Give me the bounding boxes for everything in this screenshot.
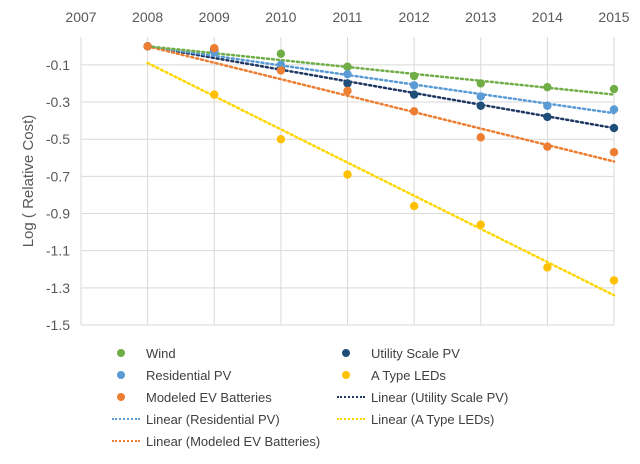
legend-marker-dotted-line — [112, 412, 142, 426]
x-tick-label: 2007 — [65, 9, 96, 25]
data-point — [409, 107, 419, 116]
data-point — [409, 201, 419, 211]
legend-label: Linear (A Type LEDs) — [371, 411, 495, 427]
y-tick-label: -0.7 — [46, 168, 70, 184]
data-point — [543, 263, 552, 272]
y-tick-label: -1.3 — [46, 280, 70, 296]
trendline — [146, 45, 616, 130]
y-tick-labels: -0.1 -0.3 -0.5 -0.7 -0.9 -1.1 -1.3 -1.5 — [46, 57, 70, 333]
legend-item: Linear (Modeled EV Batteries) — [112, 430, 320, 452]
x-tick-label: 2015 — [598, 9, 629, 25]
legend-label: Modeled EV Batteries — [146, 389, 272, 405]
data-point — [609, 105, 619, 114]
legend-item: Linear (A Type LEDs) — [337, 408, 494, 430]
data-point — [476, 133, 485, 142]
legend-item: Wind — [112, 342, 176, 364]
legend-label: Linear (Modeled EV Batteries) — [146, 433, 321, 449]
data-point — [476, 79, 485, 88]
data-point — [276, 66, 286, 75]
data-point — [476, 92, 485, 101]
x-tick-label: 2008 — [132, 9, 163, 25]
legend-item: Modeled EV Batteries — [112, 386, 272, 408]
legend-item: Linear (Utility Scale PV) — [337, 386, 508, 408]
data-point — [543, 82, 552, 92]
scatter-chart: 2007 2008 2009 2010 2011 2012 2013 2014 2015 -0.… — [20, 9, 630, 333]
data-point — [609, 84, 619, 94]
x-tick-label: 2010 — [265, 9, 296, 25]
legend-label: Residential PV — [146, 367, 232, 383]
data-point — [343, 79, 352, 88]
data-point — [343, 62, 352, 71]
y-tick-label: -0.1 — [46, 57, 70, 73]
data-point — [276, 134, 286, 144]
data-point — [276, 49, 286, 58]
data-point — [343, 86, 352, 96]
data-points — [143, 42, 619, 285]
legend-item: Linear (Residential PV) — [112, 408, 280, 430]
data-point — [543, 142, 552, 151]
legend-item: Residential PV — [112, 364, 231, 386]
data-point — [609, 276, 619, 285]
legend-marker-dot — [337, 346, 367, 360]
data-point — [409, 81, 419, 90]
legend-item: Utility Scale PV — [337, 342, 460, 364]
legend-label: Utility Scale PV — [371, 345, 460, 361]
x-tick-label: 2012 — [399, 9, 430, 25]
data-point — [210, 90, 219, 99]
y-tick-label: -0.9 — [46, 206, 70, 222]
data-point — [476, 220, 485, 229]
y-tick-label: -1.1 — [46, 243, 70, 259]
trendline — [146, 45, 616, 163]
data-point — [543, 112, 552, 122]
x-tick-label: 2011 — [332, 9, 362, 25]
trendline — [146, 45, 616, 96]
legend: Wind Utility Scale PV Residential PV A Type… — [112, 342, 632, 462]
y-tick-label: -1.5 — [46, 317, 70, 333]
legend-label: Wind — [146, 345, 176, 361]
legend-item: A Type LEDs — [337, 364, 446, 386]
legend-label: A Type LEDs — [371, 367, 446, 383]
data-point — [343, 170, 352, 179]
legend-marker-dot — [112, 346, 142, 360]
legend-marker-dotted-line — [337, 412, 367, 426]
trendline — [146, 61, 616, 297]
data-point — [409, 71, 419, 81]
data-point — [143, 42, 152, 51]
legend-marker-dot — [112, 368, 142, 382]
legend-label: Linear (Residential PV) — [146, 411, 280, 427]
legend-marker-dot — [337, 368, 367, 382]
trendline — [146, 45, 616, 115]
legend-marker-dot — [112, 390, 142, 404]
legend-label: Linear (Utility Scale PV) — [371, 389, 509, 405]
data-point — [343, 69, 352, 79]
x-tick-labels: 2007 2008 2009 2010 2011 2012 2013 2014 2015 — [65, 9, 629, 25]
x-tick-label: 2014 — [532, 9, 563, 25]
data-point — [543, 101, 552, 110]
trendlines — [146, 45, 616, 297]
x-tick-label: 2013 — [465, 9, 496, 25]
y-tick-label: -0.5 — [46, 131, 70, 147]
data-point — [609, 123, 619, 133]
data-point — [409, 90, 419, 99]
legend-marker-dotted-line — [112, 434, 142, 448]
data-point — [609, 148, 619, 157]
data-point — [476, 101, 485, 110]
x-tick-label: 2009 — [199, 9, 230, 25]
y-axis-label: Log ( Relative Cost) — [20, 115, 37, 248]
data-point — [210, 43, 219, 53]
legend-marker-dotted-line — [337, 390, 367, 404]
y-tick-label: -0.3 — [46, 94, 70, 110]
